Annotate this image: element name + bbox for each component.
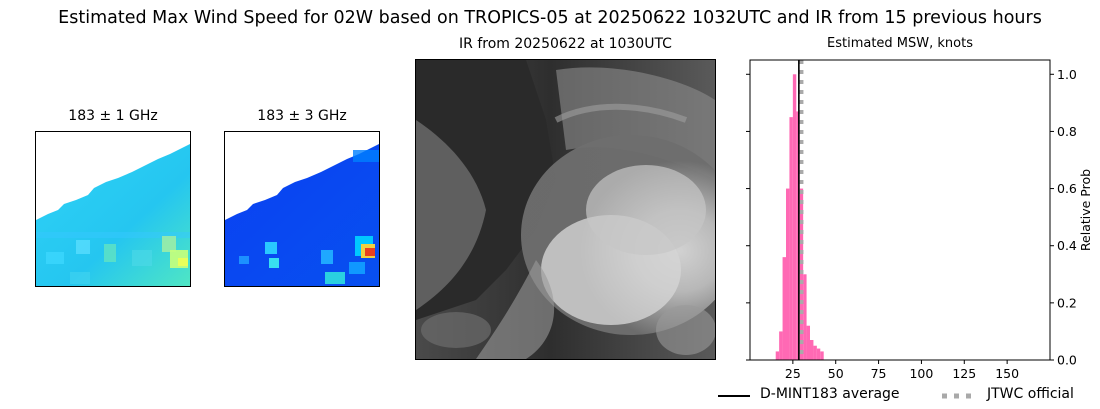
mw1-microwave-image bbox=[36, 132, 190, 286]
histogram-bar-10 bbox=[810, 340, 814, 360]
main-title: Estimated Max Wind Speed for 02W based o… bbox=[58, 8, 1042, 28]
histogram-bar-2 bbox=[782, 257, 786, 360]
msw-histogram-chart: 25 50 75 100 125 150 0.0 0.2 0.4 0.6 0.8 1.0 Relat… bbox=[746, 59, 1093, 380]
y-axis-label: Relative Prob bbox=[1078, 169, 1093, 251]
x-axis-ticks: 25 50 75 100 125 150 bbox=[785, 360, 1019, 380]
ir-panel-title: IR from 20250622 at 1030UTC bbox=[459, 36, 672, 52]
y-tick-label-3: 0.6 bbox=[1057, 181, 1077, 196]
mw3-panel-title: 183 ± 3 GHz bbox=[257, 108, 347, 124]
histogram-bar-1 bbox=[779, 331, 783, 360]
x-tick-label-0: 25 bbox=[785, 366, 801, 380]
x-tick-label-2: 75 bbox=[871, 366, 887, 380]
x-tick-label-5: 150 bbox=[995, 366, 1019, 380]
histogram-bar-6 bbox=[796, 111, 800, 360]
y-axis-ticks: 0.0 0.2 0.4 0.6 0.8 1.0 bbox=[746, 67, 1077, 368]
histogram-bar-8 bbox=[803, 274, 807, 360]
mw1-image-panel bbox=[35, 131, 191, 287]
histogram-bar-12 bbox=[816, 348, 821, 360]
mw3-microwave-image bbox=[225, 132, 379, 286]
histogram-bar-7 bbox=[799, 188, 804, 360]
histogram-bar-4 bbox=[789, 117, 793, 361]
hist-panel-title: Estimated MSW, knots bbox=[827, 36, 973, 51]
histogram-bar-5 bbox=[792, 74, 797, 361]
histogram-bar-0 bbox=[775, 351, 780, 360]
legend-jtwc-dotted-icon bbox=[942, 393, 974, 399]
y-tick-label-0: 0.0 bbox=[1057, 353, 1077, 368]
histogram-bar-3 bbox=[786, 188, 790, 360]
y-tick-label-2: 0.4 bbox=[1057, 238, 1077, 253]
plot-frame bbox=[749, 59, 1051, 361]
legend-average-label: D-MINT183 average bbox=[760, 386, 900, 402]
histogram-bar-9 bbox=[806, 325, 810, 360]
histogram-bars bbox=[775, 74, 824, 361]
y-tick-label-5: 1.0 bbox=[1057, 67, 1077, 82]
legend-jtwc-label: JTWC official bbox=[987, 386, 1074, 402]
ir-image-panel bbox=[415, 59, 716, 360]
x-tick-label-4: 125 bbox=[952, 366, 976, 380]
histogram-bar-11 bbox=[813, 345, 817, 360]
legend-average-line-icon bbox=[718, 395, 750, 397]
x-tick-label-3: 100 bbox=[909, 366, 933, 380]
chart-legend: D-MINT183 average JTWC official bbox=[715, 386, 1100, 408]
x-tick-label-1: 50 bbox=[828, 366, 844, 380]
mw3-image-panel bbox=[224, 131, 380, 287]
y-tick-label-1: 0.2 bbox=[1057, 295, 1077, 310]
ir-satellite-image bbox=[416, 60, 715, 359]
histogram-bar-13 bbox=[820, 351, 824, 360]
mw1-panel-title: 183 ± 1 GHz bbox=[68, 108, 158, 124]
reference-lines bbox=[798, 60, 804, 360]
y-tick-label-4: 0.8 bbox=[1057, 124, 1077, 139]
